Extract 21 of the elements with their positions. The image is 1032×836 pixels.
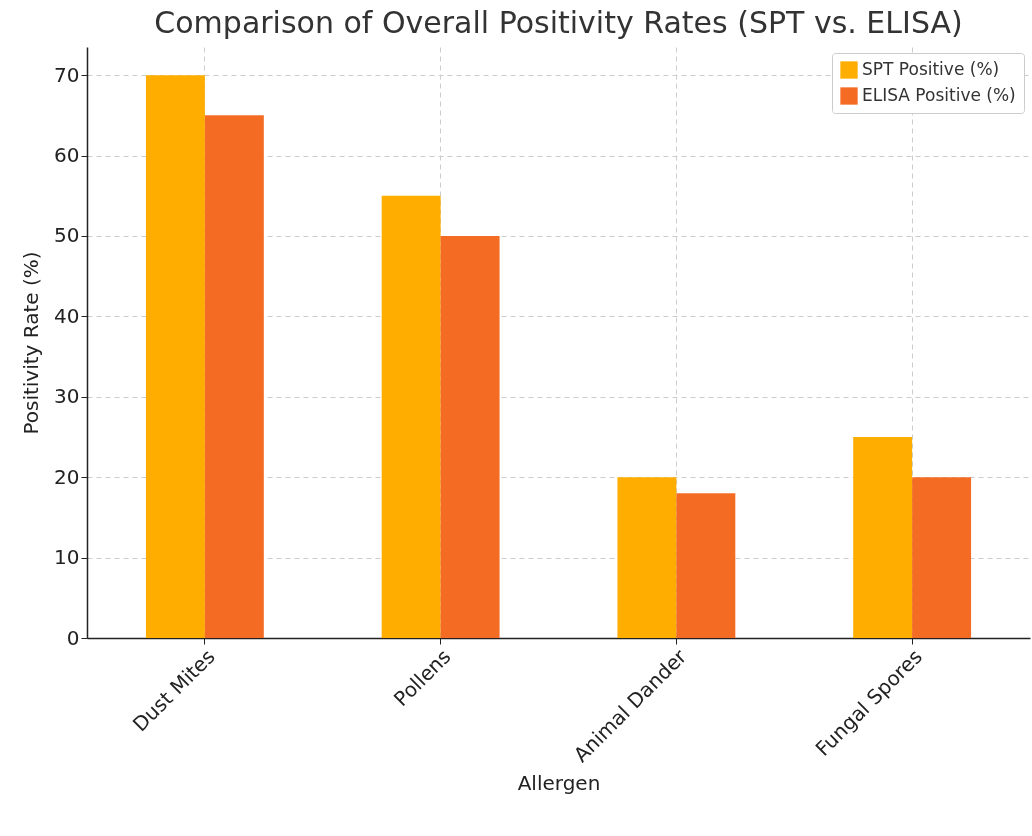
bar: [381, 195, 441, 638]
chart-title: Comparison of Overall Positivity Rates (SPT vs. ELISA): [154, 5, 963, 40]
y-tick-label: 20: [54, 464, 80, 489]
y-tick-label: 40: [54, 303, 80, 328]
bar: [853, 436, 913, 638]
y-tick-label: 10: [54, 545, 80, 570]
y-tick-label: 60: [54, 143, 80, 168]
legend-label: ELISA Positive (%): [862, 85, 1016, 105]
y-tick-label: 50: [54, 223, 80, 248]
bar: [912, 477, 972, 638]
x-axis-title: Allergen: [517, 771, 601, 796]
y-axis-title: Positivity Rate (%): [19, 251, 44, 435]
bar: [617, 477, 677, 638]
bar: [676, 493, 736, 638]
y-tick-label: 0: [66, 625, 80, 650]
bar: [440, 235, 500, 638]
y-tick-label: 30: [54, 384, 80, 409]
bar: [145, 75, 205, 638]
y-tick-label: 70: [54, 62, 80, 87]
legend-label: SPT Positive (%): [862, 59, 1000, 79]
bar: [204, 115, 264, 638]
